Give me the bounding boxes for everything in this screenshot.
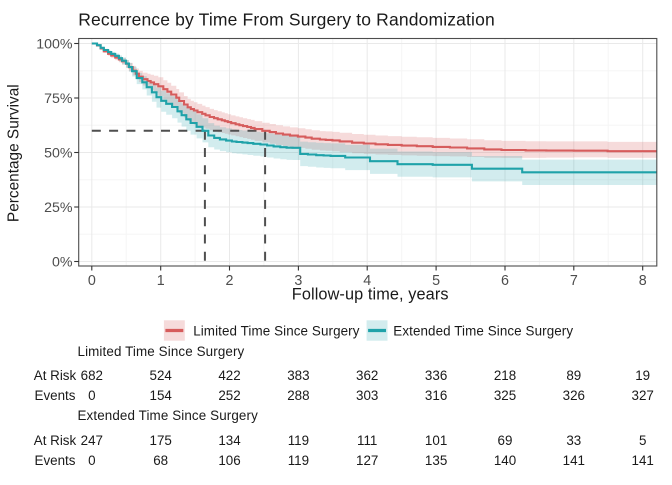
svg-text:0: 0 — [88, 273, 96, 289]
svg-text:1: 1 — [157, 273, 165, 289]
svg-text:422: 422 — [218, 368, 240, 383]
svg-text:140: 140 — [494, 453, 516, 468]
svg-text:5: 5 — [432, 273, 440, 289]
svg-text:101: 101 — [425, 433, 447, 448]
svg-text:100%: 100% — [36, 37, 73, 53]
svg-text:336: 336 — [425, 368, 447, 383]
svg-text:89: 89 — [566, 368, 581, 383]
svg-text:50%: 50% — [44, 146, 73, 162]
svg-text:2: 2 — [226, 273, 234, 289]
svg-text:Percentage Survival: Percentage Survival — [5, 84, 22, 222]
svg-text:Follow-up time, years: Follow-up time, years — [292, 285, 449, 303]
svg-text:252: 252 — [218, 388, 240, 403]
svg-text:At Risk: At Risk — [34, 368, 77, 383]
svg-text:Recurrence by Time From Surger: Recurrence by Time From Surgery to Rando… — [78, 10, 495, 30]
svg-text:Limited Time Since Surgery: Limited Time Since Surgery — [78, 344, 245, 359]
svg-text:135: 135 — [425, 453, 447, 468]
svg-text:141: 141 — [632, 453, 654, 468]
svg-text:0: 0 — [88, 453, 95, 468]
svg-text:Extended Time Since Surgery: Extended Time Since Surgery — [393, 323, 573, 338]
svg-text:At Risk: At Risk — [34, 433, 77, 448]
svg-text:106: 106 — [218, 453, 240, 468]
svg-text:19: 19 — [635, 368, 650, 383]
svg-text:Limited Time Since Surgery: Limited Time Since Surgery — [193, 323, 360, 338]
svg-text:3: 3 — [294, 273, 302, 289]
svg-text:68: 68 — [153, 453, 168, 468]
svg-text:8: 8 — [639, 273, 647, 289]
svg-text:5: 5 — [639, 433, 646, 448]
svg-text:119: 119 — [288, 453, 309, 468]
svg-text:362: 362 — [356, 368, 378, 383]
svg-text:141: 141 — [563, 453, 585, 468]
svg-text:154: 154 — [150, 388, 173, 403]
svg-text:4: 4 — [363, 273, 371, 289]
svg-text:6: 6 — [501, 273, 509, 289]
svg-text:111: 111 — [357, 433, 377, 448]
svg-text:288: 288 — [287, 388, 309, 403]
svg-text:326: 326 — [563, 388, 585, 403]
svg-text:7: 7 — [570, 273, 578, 289]
svg-text:524: 524 — [150, 368, 173, 383]
svg-text:75%: 75% — [44, 91, 73, 107]
svg-text:218: 218 — [494, 368, 516, 383]
svg-text:0: 0 — [88, 388, 95, 403]
svg-text:119: 119 — [288, 433, 309, 448]
svg-text:Events: Events — [35, 453, 76, 468]
svg-text:327: 327 — [632, 388, 654, 403]
svg-text:134: 134 — [218, 433, 241, 448]
svg-text:Events: Events — [35, 388, 76, 403]
svg-text:247: 247 — [81, 433, 103, 448]
svg-text:Extended Time Since Surgery: Extended Time Since Surgery — [78, 408, 259, 423]
svg-text:33: 33 — [566, 433, 581, 448]
svg-text:0%: 0% — [52, 255, 73, 271]
svg-text:316: 316 — [425, 388, 447, 403]
svg-text:127: 127 — [356, 453, 378, 468]
svg-text:69: 69 — [498, 433, 513, 448]
svg-text:175: 175 — [150, 433, 172, 448]
svg-text:682: 682 — [81, 368, 103, 383]
svg-text:25%: 25% — [44, 200, 73, 216]
svg-text:383: 383 — [287, 368, 309, 383]
svg-text:303: 303 — [356, 388, 378, 403]
svg-text:325: 325 — [494, 388, 516, 403]
